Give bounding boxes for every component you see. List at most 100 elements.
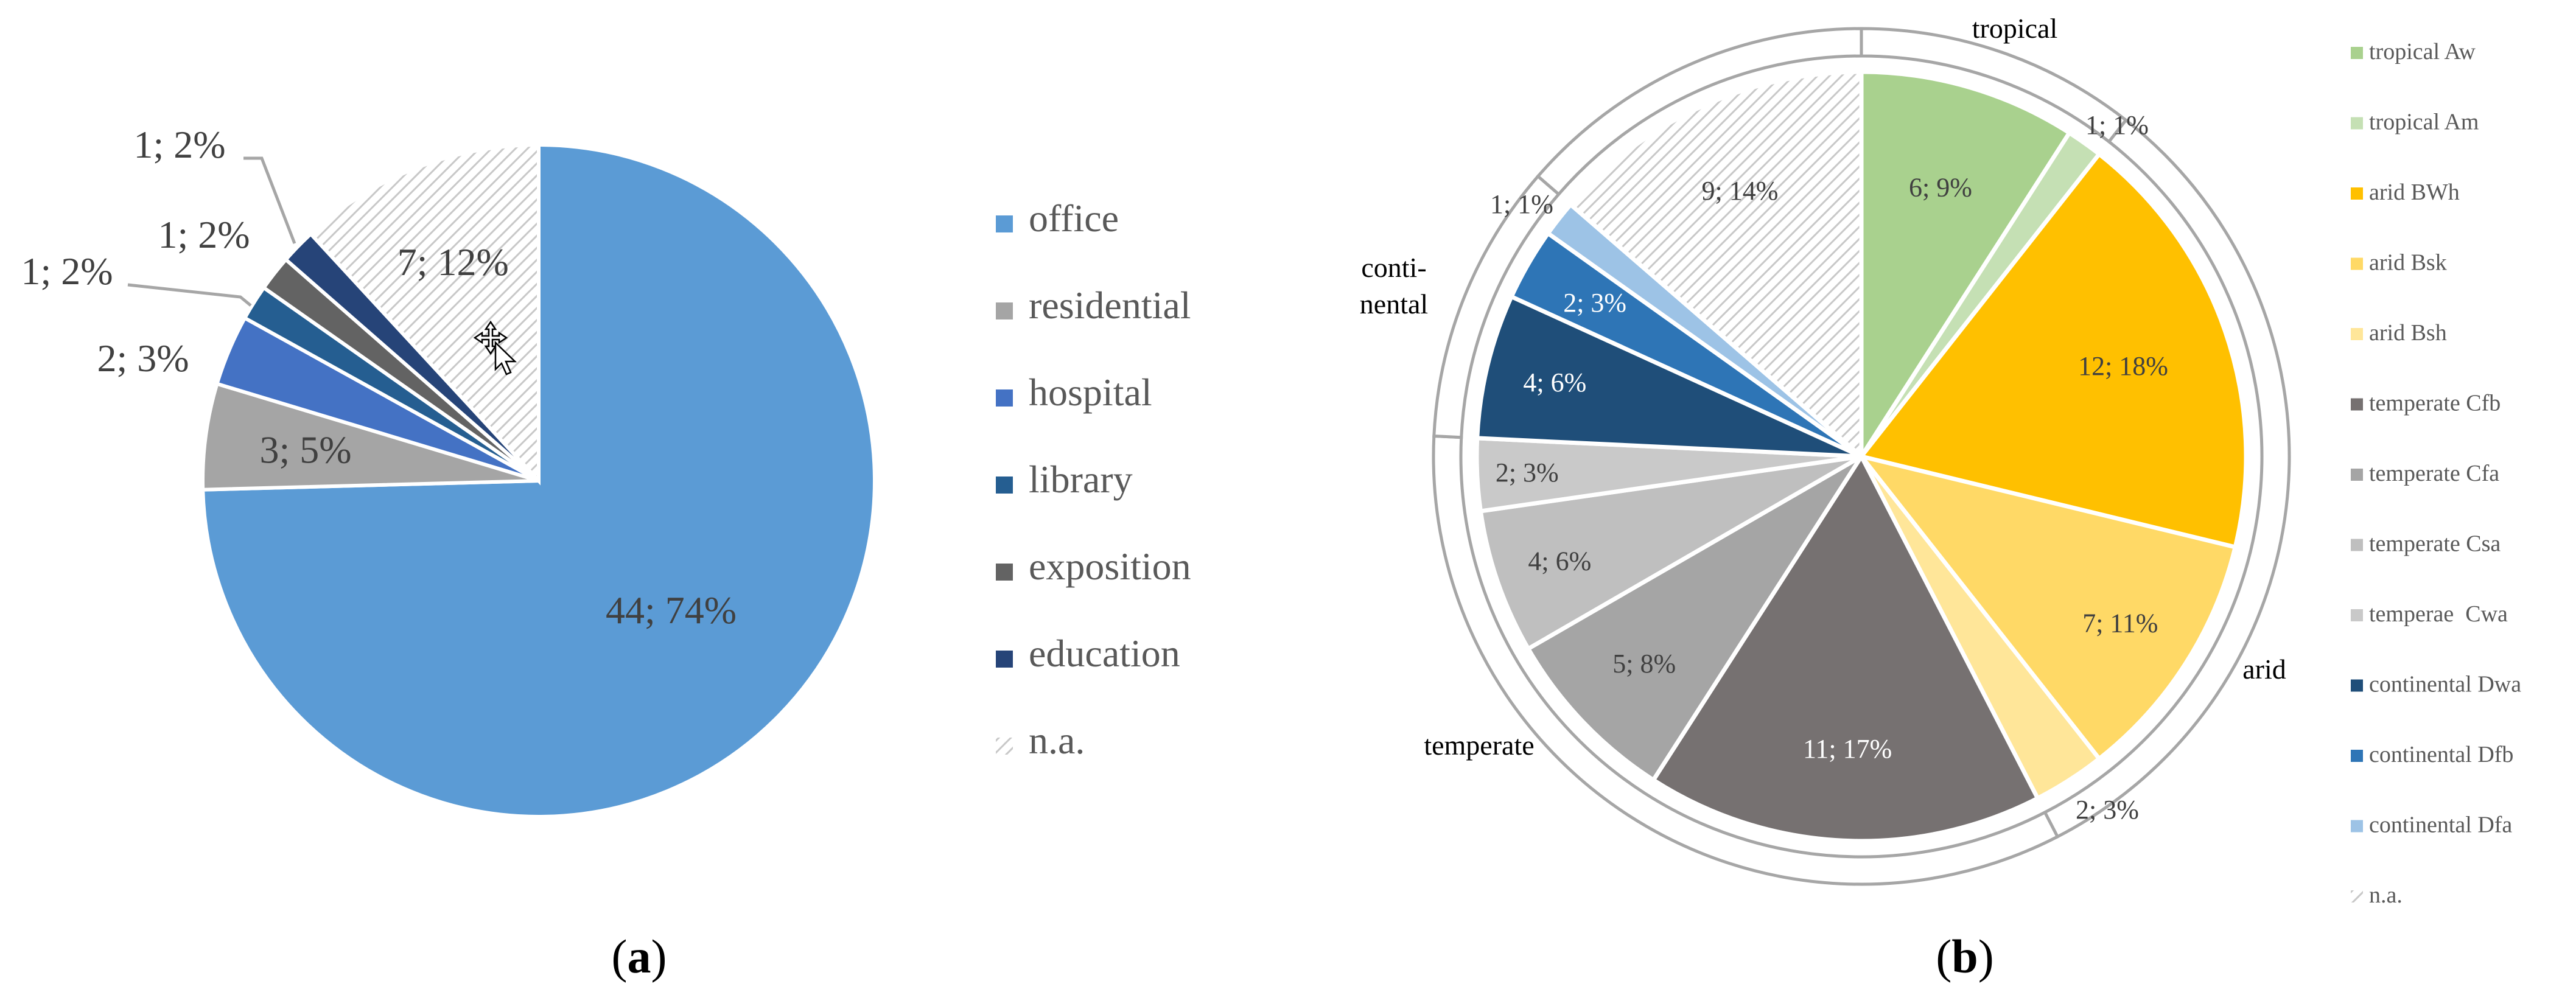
data-label-residential: 3; 5% bbox=[259, 428, 351, 472]
legend-label: temperate Csa bbox=[2369, 531, 2501, 557]
slice-residential bbox=[201, 381, 539, 492]
legend-item-office: office bbox=[996, 197, 1119, 240]
legend-swatch bbox=[2351, 750, 2363, 762]
legend-swatch bbox=[2351, 539, 2363, 551]
ring-label-arid: arid bbox=[2242, 654, 2286, 685]
legend-label: exposition bbox=[1029, 545, 1191, 588]
panel-captions: (a) (b) bbox=[612, 930, 1994, 983]
legend-swatch bbox=[996, 389, 1013, 407]
panel-caption-b: (b) bbox=[1936, 930, 1993, 983]
data-label-hospital: 2; 3% bbox=[97, 337, 189, 380]
legend-label: n.a. bbox=[2369, 882, 2403, 908]
legend-swatch bbox=[996, 651, 1013, 668]
slice-n-a bbox=[1567, 69, 1864, 461]
legend-label: tropical Aw bbox=[2369, 39, 2476, 65]
legend-label: education bbox=[1029, 632, 1180, 675]
legend-label: arid BWh bbox=[2369, 180, 2460, 205]
move-cursor-icon bbox=[473, 320, 517, 375]
data-label-temperae-cwa: 2; 3% bbox=[1496, 458, 1559, 487]
legend-item-exposition: exposition bbox=[996, 545, 1191, 588]
slice-arid-bwh bbox=[1857, 151, 2249, 550]
legend-swatch bbox=[996, 564, 1013, 581]
data-label-exposition: 1; 2% bbox=[158, 213, 250, 256]
data-label-temperate-cfb: 11; 17% bbox=[1803, 734, 1892, 764]
legend-item-residential: residential bbox=[996, 284, 1191, 327]
legend-label: library bbox=[1029, 458, 1133, 501]
data-label-n-a: 9; 14% bbox=[1702, 176, 1779, 206]
legend-swatch bbox=[2351, 890, 2363, 902]
legend-item-arid-bsh: arid Bsh bbox=[2351, 320, 2447, 346]
data-label-continental-dfb: 2; 3% bbox=[1563, 288, 1626, 318]
data-label-office: 44; 74% bbox=[606, 588, 737, 632]
legend-label: continental Dfa bbox=[2369, 812, 2512, 838]
legend-item-continental-dwa: continental Dwa bbox=[2351, 672, 2521, 697]
legend-item-arid-bsk: arid Bsk bbox=[2351, 250, 2447, 276]
legend-swatch bbox=[996, 477, 1013, 494]
legend-item-temperate-csa: temperate Csa bbox=[2351, 531, 2501, 557]
legend-swatch bbox=[2351, 679, 2363, 692]
data-label-temperate-cfa: 5; 8% bbox=[1612, 649, 1676, 679]
legend-item-library: library bbox=[996, 458, 1133, 501]
legend-item-hospital: hospital bbox=[996, 371, 1152, 414]
legend-label: arid Bsk bbox=[2369, 250, 2447, 276]
leader-line-library bbox=[127, 283, 252, 307]
data-label-temperate-csa: 4; 6% bbox=[1528, 546, 1591, 576]
ring-label-conti-nental: conti-nental bbox=[1360, 252, 1428, 319]
data-label-arid-bsk: 7; 11% bbox=[2082, 608, 2158, 638]
legend-item-temperae-cwa: temperae Cwa bbox=[2351, 601, 2508, 627]
legend-item-continental-dfa: continental Dfa bbox=[2351, 812, 2512, 838]
legend-label: tropical Am bbox=[2369, 110, 2479, 135]
legend-a: office residential hospital library expositi… bbox=[996, 197, 1191, 762]
data-label-tropical-aw: 6; 9% bbox=[1909, 172, 1972, 202]
legend-label: n.a. bbox=[1029, 719, 1085, 762]
legend-label: hospital bbox=[1029, 371, 1152, 414]
legend-item-tropical-am: tropical Am bbox=[2351, 110, 2479, 135]
legend-item-temperate-cfa: temperate Cfa bbox=[2351, 461, 2499, 486]
slice-temperate-cfa bbox=[1525, 454, 1863, 783]
legend-label: temperate Cfb bbox=[2369, 391, 2501, 416]
legend-swatch bbox=[2351, 47, 2363, 59]
slice-continental-dwa bbox=[1475, 293, 1863, 459]
data-label-arid-bsh: 2; 3% bbox=[2076, 795, 2139, 825]
data-label-continental-dfa: 1; 1% bbox=[1490, 189, 1553, 219]
data-label-arid-bwh: 12; 18% bbox=[2078, 351, 2168, 381]
leader-line-education bbox=[243, 156, 296, 244]
legend-swatch bbox=[2351, 469, 2363, 481]
legend-item-n-a: n.a. bbox=[2351, 882, 2403, 908]
legend-swatch bbox=[996, 215, 1013, 232]
slice-n-a bbox=[308, 142, 541, 486]
legend-swatch bbox=[2351, 328, 2363, 340]
legend-swatch bbox=[2351, 609, 2363, 621]
slice-tropical-aw bbox=[1859, 69, 2073, 464]
pie-chart-b: 6; 9% 1; 1% 12; 18% 7; 11% 2; 3% 11; 17% 5; 8%… bbox=[1360, 13, 2291, 886]
slice-arid-bsk bbox=[1855, 453, 2238, 762]
legend-swatch bbox=[996, 302, 1013, 319]
data-label-library: 1; 2% bbox=[21, 250, 113, 293]
legend-label: continental Dfb bbox=[2369, 742, 2513, 767]
legend-swatch bbox=[2351, 820, 2363, 833]
legend-item-tropical-aw: tropical Aw bbox=[2351, 39, 2476, 65]
panel-caption-a: (a) bbox=[612, 930, 667, 983]
data-label-education: 1; 2% bbox=[133, 123, 225, 166]
slice-temperate-cfb bbox=[1650, 452, 2041, 843]
ring-label-tropical: tropical bbox=[1972, 13, 2058, 44]
ring-label-temperate: temperate bbox=[1424, 730, 1534, 761]
pie-chart-a: 44; 74% 3; 5% 2; 3% 1; 2% 1; 2% 1; 2% 7; 12% bbox=[21, 123, 877, 819]
data-label-tropical-am: 1; 1% bbox=[2085, 110, 2149, 140]
legend-label: continental Dwa bbox=[2369, 672, 2521, 697]
legend-item-temperate-cfb: temperate Cfb bbox=[2351, 391, 2501, 416]
legend-swatch bbox=[2351, 257, 2363, 270]
legend-label: temperae Cwa bbox=[2369, 601, 2508, 627]
legend-label: residential bbox=[1029, 284, 1191, 327]
ring-segment-na bbox=[1536, 27, 1863, 197]
legend-swatch bbox=[2351, 187, 2363, 200]
legend-label: arid Bsh bbox=[2369, 320, 2447, 346]
legend-swatch bbox=[996, 738, 1013, 755]
legend-swatch bbox=[2351, 117, 2363, 130]
legend-item-n-a: n.a. bbox=[996, 719, 1085, 762]
legend-item-education: education bbox=[996, 632, 1180, 675]
legend-label: temperate Cfa bbox=[2369, 461, 2499, 486]
legend-item-continental-dfb: continental Dfb bbox=[2351, 742, 2513, 767]
data-label-continental-dwa: 4; 6% bbox=[1523, 368, 1586, 397]
